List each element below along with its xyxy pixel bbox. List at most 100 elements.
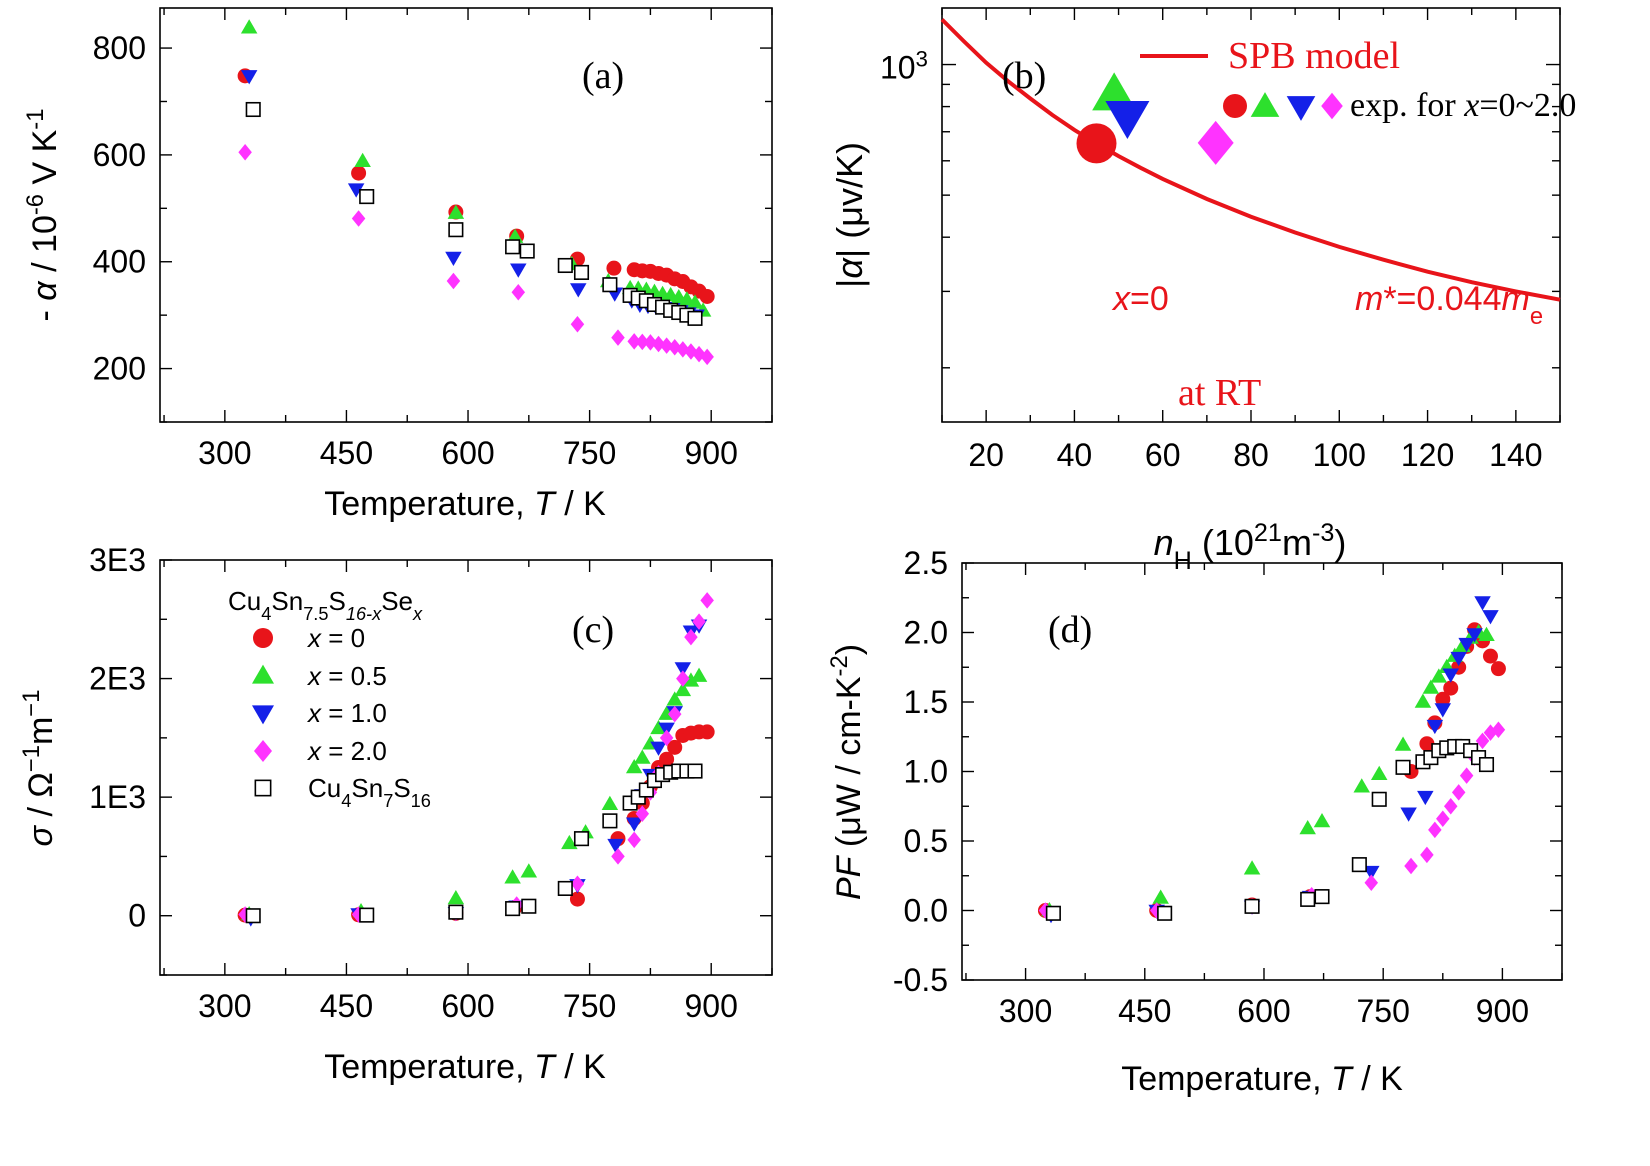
data-point	[687, 310, 703, 326]
legend-marker	[1250, 92, 1280, 117]
panel-b: 20 40 60 80 100 120 140 103 (b) SPB model exp. for…	[829, 7, 1576, 575]
data-point	[1420, 846, 1434, 864]
data-point	[1419, 736, 1435, 752]
legend-label: x = 0.5	[306, 661, 387, 691]
data-point	[1459, 767, 1474, 784]
x-tick-label: 900	[685, 988, 738, 1024]
data-point	[245, 101, 261, 118]
data-point	[1428, 821, 1442, 839]
data-point	[1422, 679, 1440, 694]
data-point	[1351, 857, 1367, 873]
x-tick-label: 120	[1401, 437, 1454, 473]
series-x-0-5	[1041, 623, 1495, 917]
data-point	[1353, 778, 1370, 793]
data-point	[1404, 857, 1418, 875]
y-axis-label: |α| (μv/K)	[829, 142, 870, 288]
data-point	[1300, 891, 1316, 907]
data-point	[687, 763, 703, 779]
data-point	[1491, 721, 1506, 739]
legend-label: x = 2.0	[306, 736, 387, 766]
data-point	[1394, 736, 1412, 751]
data-point	[570, 283, 587, 298]
x-tick-label: 20	[968, 437, 1004, 473]
data-point	[557, 880, 573, 896]
data-point	[1458, 637, 1475, 653]
data-point	[1442, 668, 1459, 683]
panel-a: 300 450 600 750 900 200 400 600 800 (a) Temperatur…	[22, 7, 773, 523]
data-point	[1474, 596, 1491, 611]
y-tick-label: 0.5	[904, 823, 948, 859]
data-point	[690, 667, 708, 682]
x-axis-label: Temperature, T / K	[324, 1048, 606, 1086]
x-tick-label: 300	[198, 988, 251, 1024]
legend-label: x = 0	[306, 623, 365, 653]
data-point	[573, 264, 590, 280]
data-point	[354, 152, 371, 168]
data-point	[1371, 791, 1387, 807]
data-point	[1443, 798, 1458, 815]
data-point	[520, 863, 538, 878]
data-point	[1434, 703, 1452, 718]
x-tick-label: 750	[563, 435, 616, 471]
series-cu4sn7s16	[245, 763, 703, 924]
data-point	[570, 315, 585, 333]
y-tick-label: 2E3	[89, 661, 146, 697]
data-point	[1197, 120, 1234, 165]
data-point	[561, 834, 578, 850]
series-cu4sn7s16	[1045, 738, 1495, 921]
x-axis-label: Temperature, T / K	[1121, 1060, 1403, 1098]
panel-label-b: (b)	[1002, 55, 1046, 97]
data-point	[1105, 101, 1150, 140]
data-point	[448, 222, 464, 238]
annotation-rt: at RT	[1178, 372, 1261, 414]
data-point	[1430, 668, 1448, 683]
data-point	[1466, 628, 1483, 643]
y-tick-label: 2.0	[904, 615, 948, 651]
legend-item: x = 2.0	[254, 736, 387, 766]
x-tick-label: 750	[1356, 993, 1409, 1029]
series-x-0	[1076, 123, 1117, 164]
data-point	[573, 831, 590, 847]
data-point	[1435, 691, 1451, 707]
legend-marker	[1321, 92, 1343, 120]
data-point	[682, 672, 700, 687]
data-point	[676, 670, 690, 687]
data-point	[611, 848, 625, 865]
data-point	[1313, 812, 1331, 828]
series-x-0	[237, 68, 715, 304]
y-axis-label: σ / Ω−1m−1	[18, 690, 61, 847]
data-point	[519, 243, 535, 259]
data-point	[1414, 693, 1432, 708]
legend-marker	[254, 740, 272, 762]
plot-frame	[159, 7, 773, 423]
data-point	[238, 143, 252, 161]
data-point	[1045, 905, 1061, 921]
y-tick-label: 200	[93, 351, 146, 387]
data-point	[625, 817, 643, 832]
legend-exp-label: exp. for x=0~2.0	[1350, 87, 1576, 124]
data-point	[659, 751, 675, 767]
data-point	[674, 662, 692, 677]
data-point	[1244, 898, 1260, 914]
y-axis-label: PF (μW / cm-K-2)	[826, 644, 869, 900]
legend-marker	[252, 705, 274, 725]
data-point	[1482, 648, 1498, 664]
y-axis-label: - α / 10-6 V K-1	[22, 109, 65, 322]
data-point	[359, 907, 375, 923]
legend-item: x = 0	[253, 623, 365, 653]
series-cu4sn7s16	[245, 101, 703, 326]
x-axis-label: Temperature, T / K	[324, 485, 606, 523]
data-point	[245, 908, 261, 924]
data-point	[447, 204, 465, 219]
y-tick-label: 3E3	[89, 542, 146, 578]
legend-marker	[1286, 96, 1316, 121]
data-point	[505, 901, 521, 917]
data-point	[699, 288, 715, 304]
series-x-0	[1037, 622, 1506, 918]
data-point	[447, 889, 465, 905]
data-point	[1243, 860, 1261, 875]
y-tick-label: 1.0	[904, 754, 948, 790]
annotation-x0: x=0	[1111, 280, 1169, 318]
data-point	[1426, 719, 1444, 735]
